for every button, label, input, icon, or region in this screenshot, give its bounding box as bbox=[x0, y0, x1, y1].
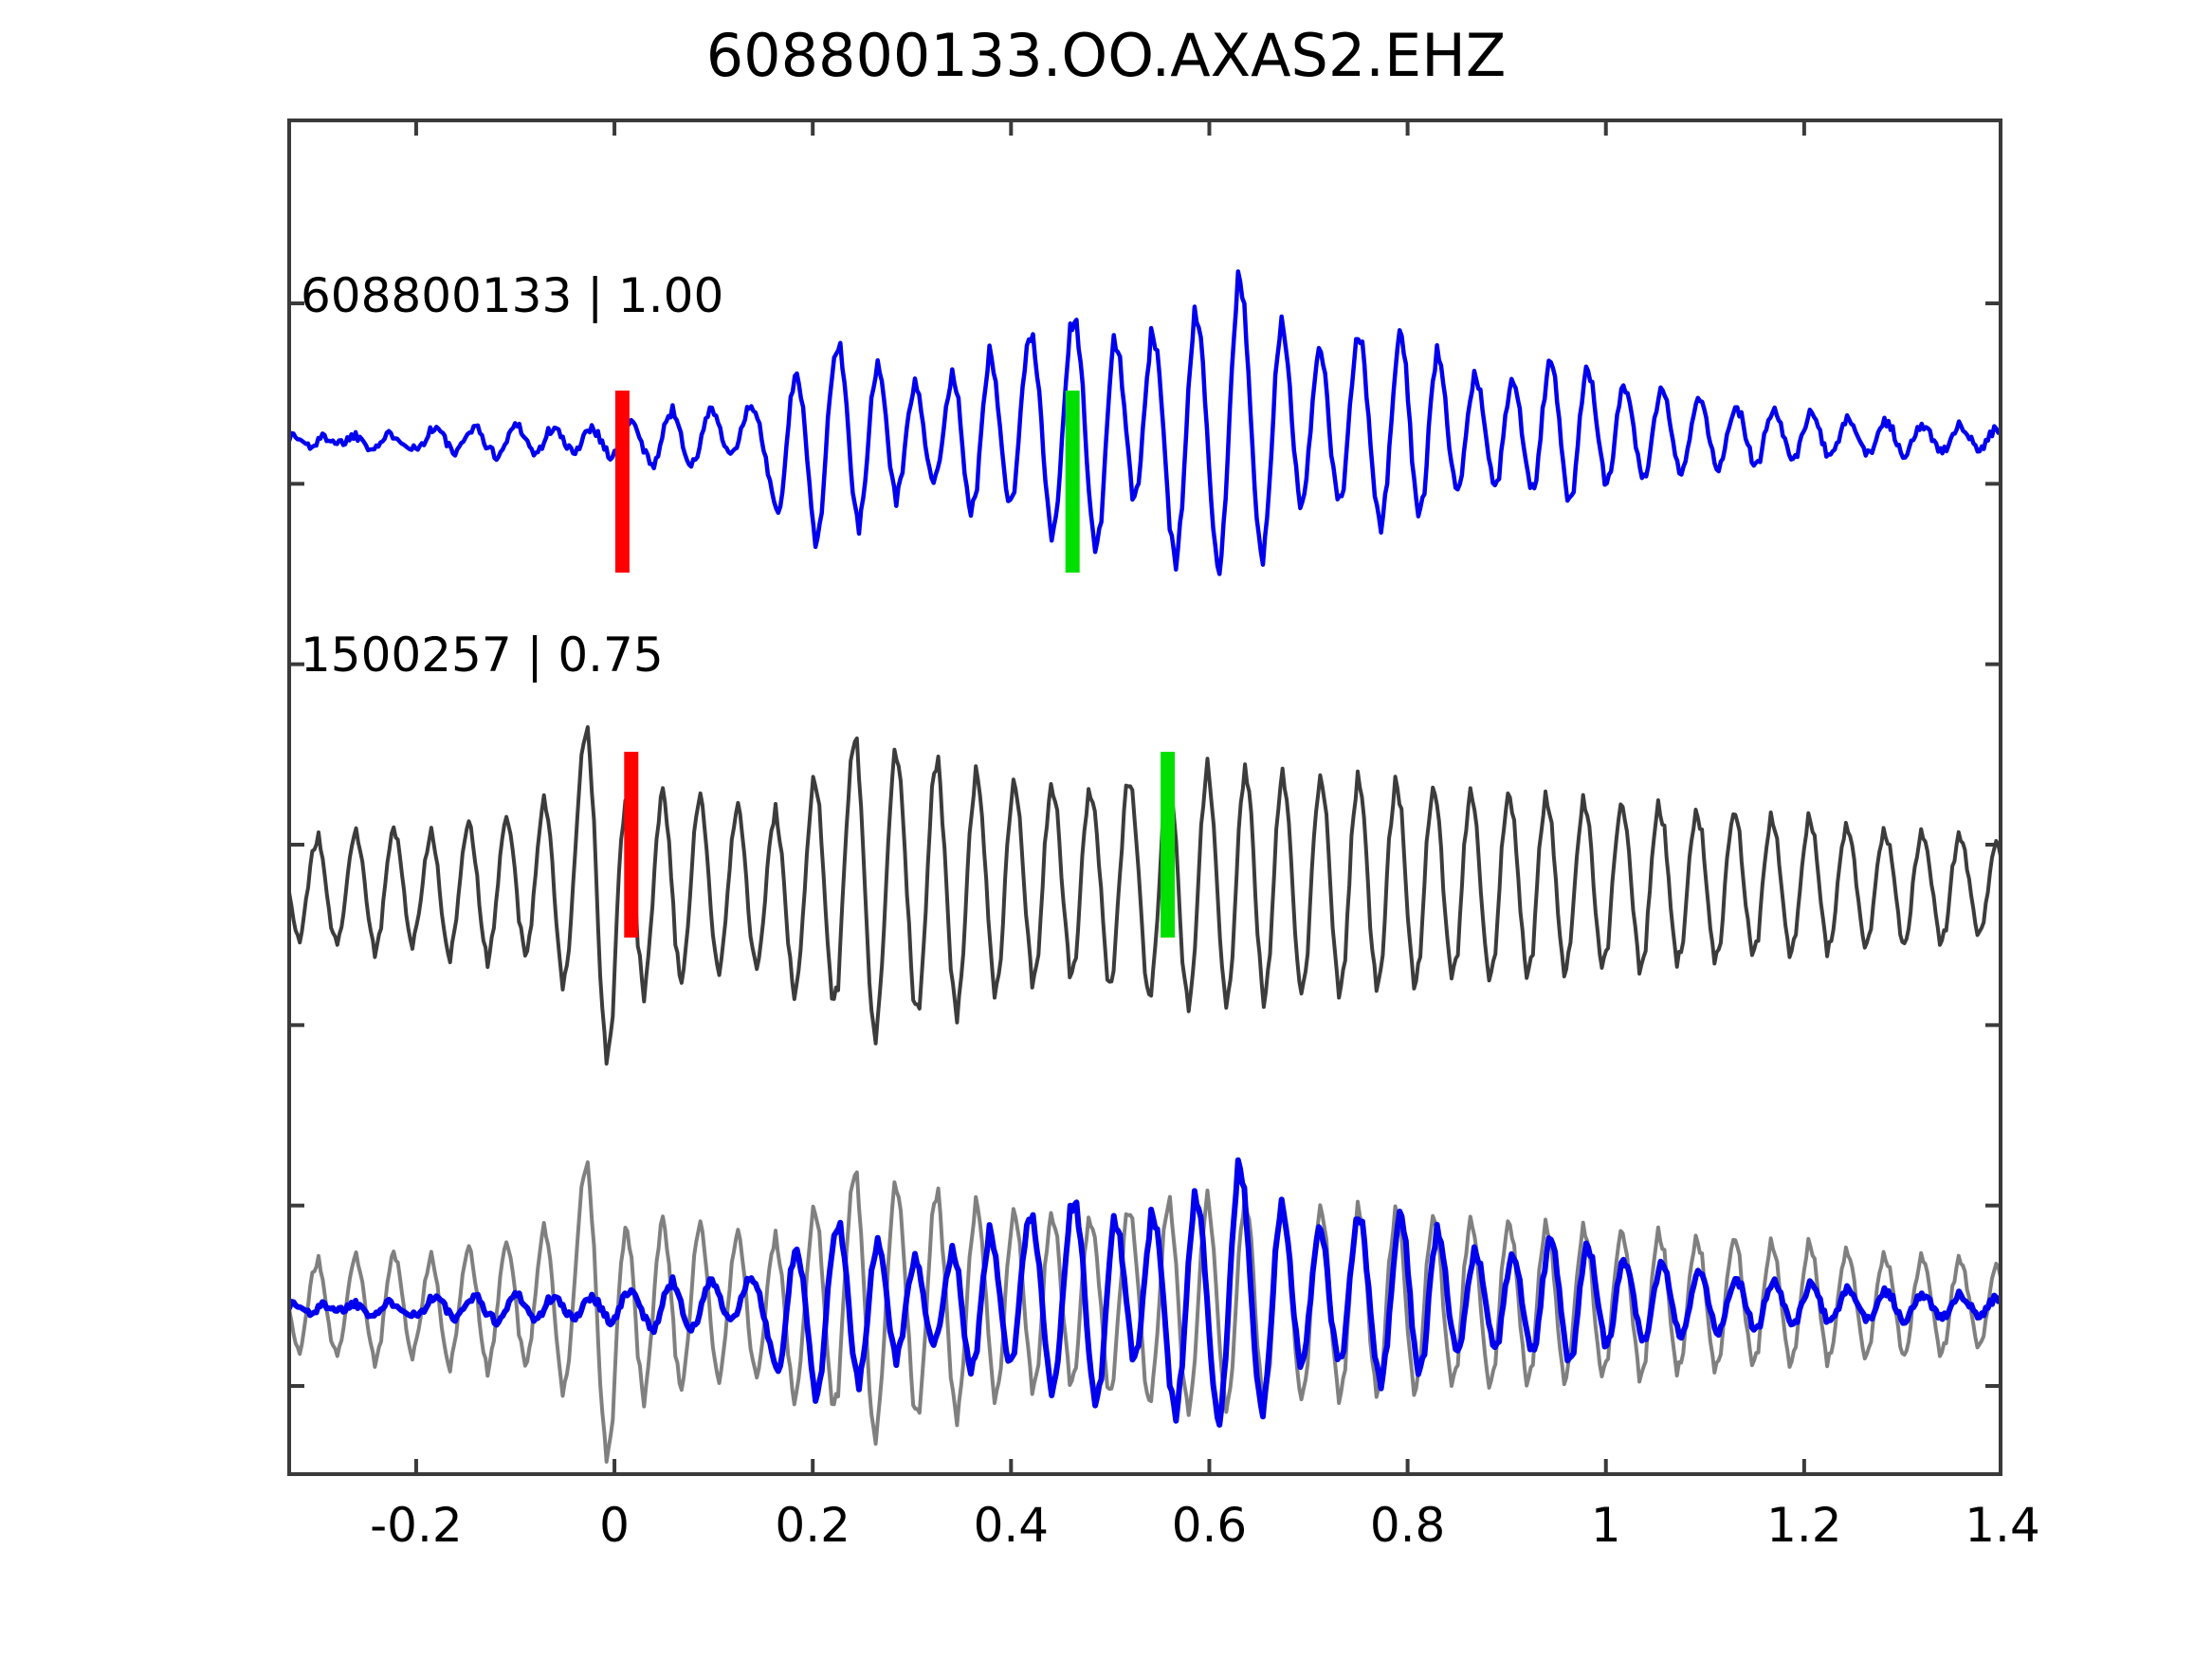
trace-label-template: 608800133 | 1.00 bbox=[301, 268, 724, 323]
x-tick-label-1: 0 bbox=[599, 1498, 630, 1553]
waveform-overlay-template bbox=[287, 1157, 2002, 1428]
trace-group bbox=[287, 269, 2002, 1464]
page-title: 608800133.OO.AXAS2.EHZ bbox=[705, 21, 1507, 90]
pick-marker-p-top bbox=[614, 391, 630, 573]
pick-marker-s-top bbox=[1065, 391, 1080, 573]
pick-marker-p-middle bbox=[624, 752, 639, 938]
x-tick-label-6: 1 bbox=[1590, 1498, 1621, 1553]
x-tick-label-3: 0.4 bbox=[973, 1498, 1050, 1553]
plot-frame bbox=[287, 118, 2002, 1476]
waveform-detection-middle bbox=[287, 725, 2002, 1066]
pick-marker-s-middle bbox=[1161, 752, 1176, 938]
x-tick-label-8: 1.4 bbox=[1965, 1498, 2040, 1553]
x-tick-label-7: 1.2 bbox=[1766, 1498, 1842, 1553]
trace-label-detection: 1500257 | 0.75 bbox=[301, 628, 664, 683]
x-tick-label-4: 0.6 bbox=[1171, 1498, 1248, 1553]
x-tick-label-5: 0.8 bbox=[1369, 1498, 1446, 1553]
x-tick-label-0: -0.2 bbox=[370, 1498, 463, 1553]
waveform-plot-svg bbox=[287, 118, 2002, 1476]
waveform-overlay-detection bbox=[287, 1160, 2002, 1464]
waveform-template-top bbox=[287, 269, 2002, 576]
pick-marker-group bbox=[614, 391, 1176, 938]
plot-area: 608800133 | 1.00 1500257 | 0.75 bbox=[287, 118, 2002, 1476]
x-tick-label-2: 0.2 bbox=[775, 1498, 850, 1553]
axes-frame-group bbox=[287, 118, 2002, 1476]
